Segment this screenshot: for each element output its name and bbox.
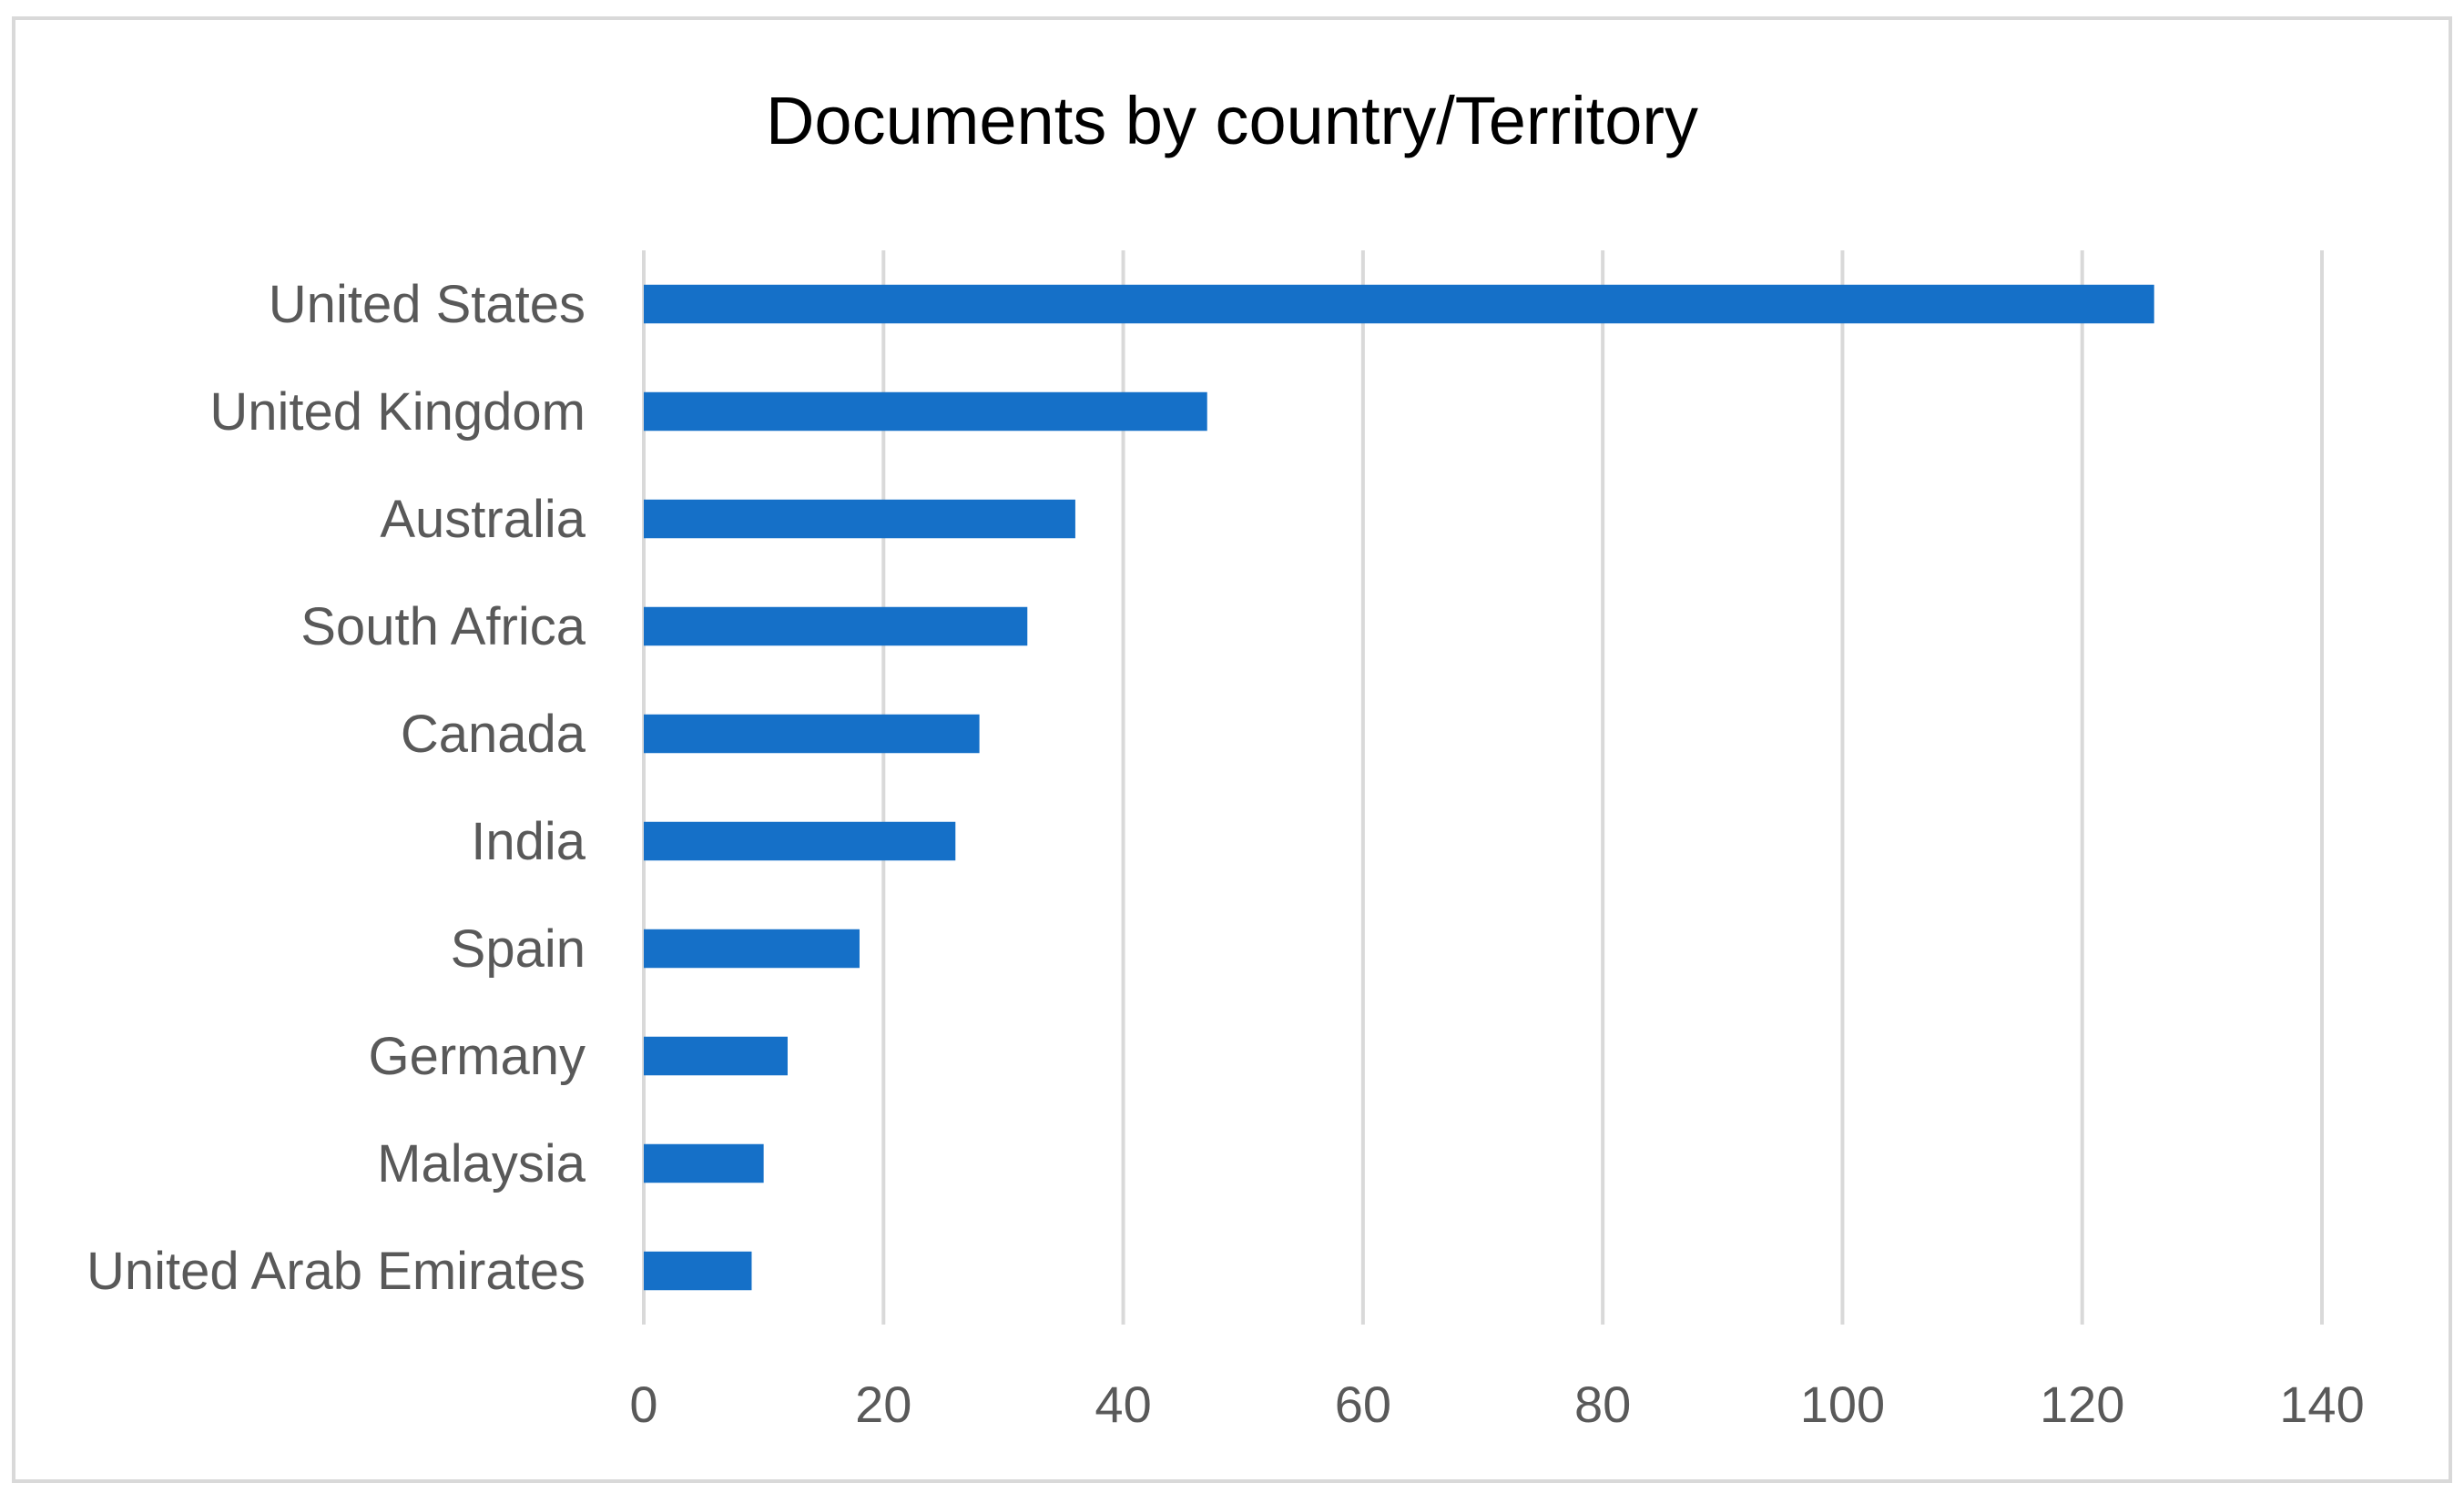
chart-border <box>12 16 2452 1483</box>
x-tick-label: 60 <box>1335 1376 1391 1433</box>
x-tick-label: 100 <box>1800 1376 1885 1433</box>
bars <box>644 284 2154 1291</box>
bar <box>644 606 1028 646</box>
x-tick-label: 40 <box>1095 1376 1151 1433</box>
category-label: India <box>471 812 586 871</box>
x-tick-label: 80 <box>1574 1376 1631 1433</box>
category-label: Malaysia <box>377 1134 586 1193</box>
bar <box>644 499 1075 539</box>
chart-title: Documents by country/Territory <box>766 83 1698 158</box>
bar <box>644 284 2154 324</box>
x-tick-label: 0 <box>629 1376 657 1433</box>
category-label: South Africa <box>300 597 585 656</box>
bar <box>644 1251 752 1291</box>
category-label: Canada <box>401 705 586 764</box>
category-label: Australia <box>380 490 585 549</box>
category-label: United States <box>269 275 585 334</box>
x-tick-label: 20 <box>855 1376 911 1433</box>
bar <box>644 929 860 969</box>
bar <box>644 391 1207 432</box>
category-label: United Arab Emirates <box>87 1242 585 1301</box>
x-axis-tick-labels: 0 20 40 60 80 100 120 140 <box>629 1376 2364 1433</box>
bar <box>644 1143 764 1183</box>
category-label: Spain <box>451 919 585 979</box>
bar <box>644 1036 788 1076</box>
x-tick-label: 140 <box>2279 1376 2364 1433</box>
category-labels: United States United Kingdom Australia Sout… <box>87 275 586 1301</box>
bar <box>644 821 956 861</box>
x-tick-label: 120 <box>2040 1376 2124 1433</box>
category-label: Germany <box>368 1027 585 1086</box>
category-label: United Kingdom <box>209 382 585 442</box>
bar <box>644 714 980 754</box>
